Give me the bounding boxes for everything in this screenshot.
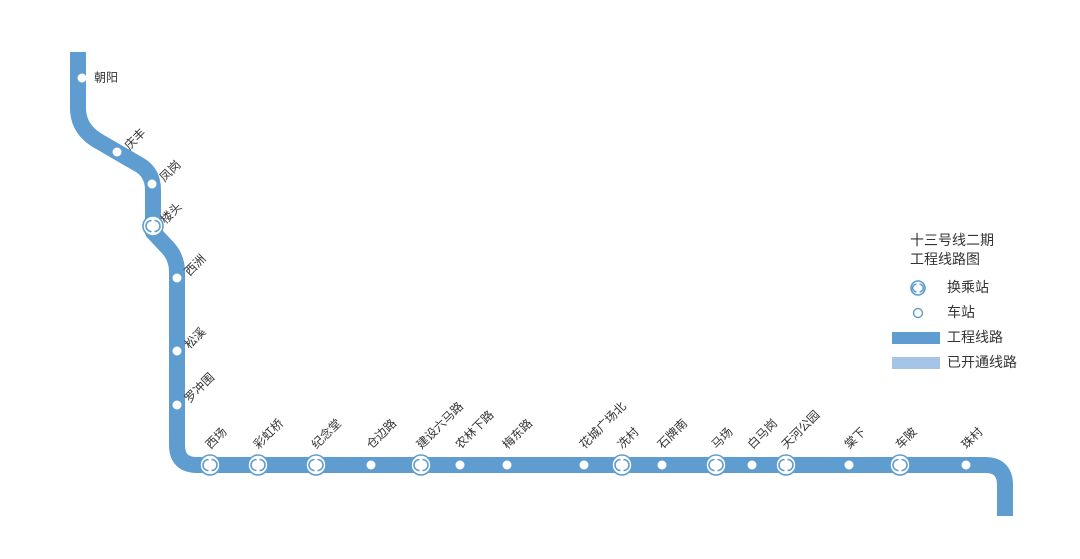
interchange-arrows bbox=[708, 458, 724, 472]
station bbox=[961, 460, 971, 470]
legend-line bbox=[892, 332, 940, 344]
interchange-arrows bbox=[614, 458, 630, 472]
station-label: 马场 bbox=[709, 425, 736, 452]
interchange-arrows bbox=[145, 219, 161, 233]
station-label: 仓边路 bbox=[363, 416, 399, 452]
legend-label: 工程线路 bbox=[947, 330, 1003, 346]
station-label: 梅东路 bbox=[499, 416, 535, 452]
station-label: 天河公园 bbox=[779, 408, 823, 452]
legend-station bbox=[912, 307, 924, 319]
station bbox=[172, 273, 182, 283]
interchange-arrows bbox=[911, 283, 925, 293]
legend-title: 工程线路图 bbox=[910, 252, 980, 268]
station-label: 彩虹桥 bbox=[251, 416, 286, 451]
station-label: 凤岗 bbox=[157, 158, 184, 185]
station-label: 珠村 bbox=[959, 425, 986, 452]
station bbox=[172, 400, 182, 410]
station-label: 石牌南 bbox=[654, 416, 690, 452]
station-label: 棠下 bbox=[842, 425, 869, 452]
station bbox=[844, 460, 854, 470]
legend-label: 车站 bbox=[947, 304, 975, 321]
route-line bbox=[70, 52, 1013, 516]
station-label: 西洲 bbox=[182, 252, 209, 279]
station-label: 纪念堂 bbox=[308, 416, 344, 452]
station-label: 冼村 bbox=[615, 425, 642, 452]
interchange-arrows bbox=[892, 458, 908, 472]
station bbox=[77, 73, 87, 83]
station bbox=[502, 460, 512, 470]
station-label: 白马岗 bbox=[744, 416, 780, 452]
station-label: 松溪 bbox=[182, 325, 209, 352]
station bbox=[147, 179, 157, 189]
station bbox=[579, 460, 589, 470]
station bbox=[657, 460, 667, 470]
station bbox=[747, 460, 757, 470]
interchange-arrows bbox=[778, 458, 794, 472]
legend-label: 换乘站 bbox=[947, 279, 989, 296]
interchange-arrows bbox=[413, 458, 429, 472]
station bbox=[366, 460, 376, 470]
station-label: 罗冲围 bbox=[181, 370, 217, 406]
interchange-arrows bbox=[308, 458, 324, 472]
interchange-arrows bbox=[202, 458, 218, 472]
legend-title: 十三号线二期 bbox=[910, 233, 994, 249]
station bbox=[172, 346, 182, 356]
legend-label: 已开通线路 bbox=[947, 355, 1017, 371]
station bbox=[112, 147, 122, 157]
station bbox=[455, 460, 465, 470]
station-label: 车陂 bbox=[892, 424, 920, 452]
station-label: 朝阳 bbox=[94, 71, 118, 85]
station-label: 西场 bbox=[203, 425, 230, 452]
interchange-arrows bbox=[250, 458, 266, 472]
legend-line bbox=[892, 357, 940, 369]
